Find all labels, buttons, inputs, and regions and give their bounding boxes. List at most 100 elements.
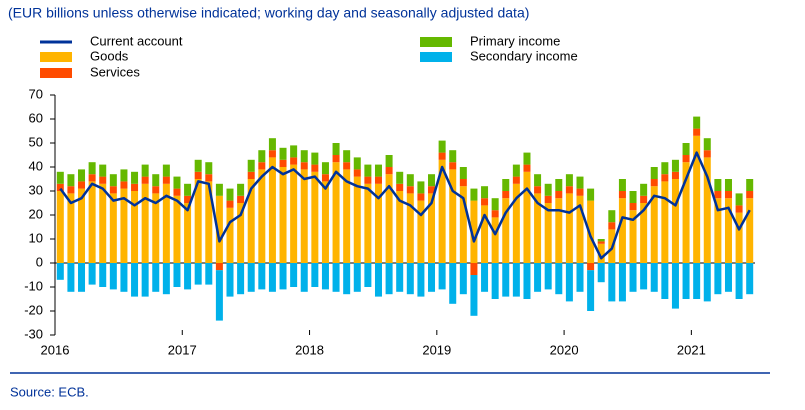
legend-label: Current account xyxy=(90,33,183,48)
bar-segment xyxy=(321,181,329,263)
bar-segment xyxy=(576,263,584,292)
bar-segment xyxy=(417,193,425,201)
bar-segment xyxy=(152,174,160,187)
bar-segment xyxy=(746,179,754,191)
bar-segment xyxy=(184,183,192,196)
bar-segment xyxy=(576,195,584,263)
bar-segment xyxy=(321,263,329,290)
bar-segment xyxy=(247,159,255,172)
bar-segment xyxy=(671,171,679,179)
y-tick-label: 50 xyxy=(29,134,43,149)
bar-segment xyxy=(374,164,382,177)
bar-segment xyxy=(152,186,160,194)
bar-segment xyxy=(173,263,181,287)
bar-segment xyxy=(459,186,467,263)
bar-segment xyxy=(682,162,690,263)
y-tick-label: 70 xyxy=(29,86,43,101)
legend-swatch xyxy=(40,68,72,78)
bar-segment xyxy=(449,150,457,163)
bar-segment xyxy=(714,191,722,199)
bar-segment xyxy=(300,150,308,163)
bar-segment xyxy=(650,167,658,179)
bar-segment xyxy=(597,263,605,283)
bar-segment xyxy=(438,263,446,290)
bar-segment xyxy=(703,157,711,263)
bar-segment xyxy=(173,195,181,263)
bar-segment xyxy=(67,174,75,187)
bar-segment xyxy=(120,181,128,189)
bar-segment xyxy=(385,174,393,263)
bar-segment xyxy=(205,174,213,182)
bar-segment xyxy=(459,263,467,295)
bar-segment xyxy=(279,147,287,160)
bar-segment xyxy=(205,181,213,263)
bar-segment xyxy=(141,183,149,263)
bar-segment xyxy=(693,263,701,299)
bar-segment xyxy=(693,128,701,136)
bar-segment xyxy=(502,179,510,191)
bar-segment xyxy=(215,195,223,263)
bar-segment xyxy=(364,263,372,287)
legend-swatch xyxy=(420,52,452,62)
bar-segment xyxy=(385,263,393,295)
bar-segment xyxy=(406,174,414,187)
bar-segment xyxy=(618,191,626,199)
bar-segment xyxy=(724,198,732,263)
bar-segment xyxy=(428,186,436,194)
bar-segment xyxy=(428,193,436,263)
bar-segment xyxy=(396,171,404,184)
bar-segment xyxy=(279,263,287,290)
bar-segment xyxy=(449,169,457,263)
bar-segment xyxy=(162,164,170,177)
bar-segment xyxy=(417,200,425,263)
x-tick-label: 2018 xyxy=(295,342,324,357)
y-tick-label: 20 xyxy=(29,206,43,221)
bar-segment xyxy=(131,263,139,297)
bar-segment xyxy=(162,176,170,184)
bar-segment xyxy=(152,193,160,263)
bar-segment xyxy=(226,263,234,297)
bar-segment xyxy=(332,162,340,263)
bar-segment xyxy=(703,150,711,158)
bar-segment xyxy=(332,155,340,163)
x-tick-label: 2016 xyxy=(41,342,70,357)
bar-segment xyxy=(470,263,478,275)
bar-segment xyxy=(703,263,711,302)
bar-segment xyxy=(353,176,361,263)
bar-segment xyxy=(449,263,457,304)
bar-segment xyxy=(268,150,276,158)
bar-segment xyxy=(247,179,255,263)
bar-segment xyxy=(99,183,107,263)
bar-segment xyxy=(534,193,542,263)
bar-segment xyxy=(565,186,573,194)
bar-segment xyxy=(237,203,245,263)
bar-segment xyxy=(258,169,266,263)
bar-segment xyxy=(78,188,86,263)
bar-segment xyxy=(481,205,489,263)
bar-segment xyxy=(67,263,75,292)
bar-segment xyxy=(597,239,605,242)
bar-segment xyxy=(428,263,436,292)
bar-segment xyxy=(364,176,372,184)
bar-segment xyxy=(459,167,467,179)
bar-segment xyxy=(512,164,520,177)
bar-segment xyxy=(523,152,531,165)
bar-segment xyxy=(470,200,478,263)
bar-segment xyxy=(226,200,234,208)
bar-segment xyxy=(279,167,287,263)
bar-segment xyxy=(587,200,595,263)
bar-segment xyxy=(300,263,308,292)
bar-segment xyxy=(629,210,637,263)
bar-segment xyxy=(534,174,542,187)
bar-segment xyxy=(682,263,690,299)
bar-segment xyxy=(661,162,669,175)
source: Source: ECB. xyxy=(10,384,89,399)
bar-segment xyxy=(56,171,64,184)
bar-segment xyxy=(56,263,64,280)
bar-segment xyxy=(311,164,319,172)
bar-segment xyxy=(184,263,192,290)
bar-segment xyxy=(703,138,711,151)
bar-segment xyxy=(374,176,382,184)
bar-segment xyxy=(385,155,393,167)
bar-segment xyxy=(650,263,658,292)
